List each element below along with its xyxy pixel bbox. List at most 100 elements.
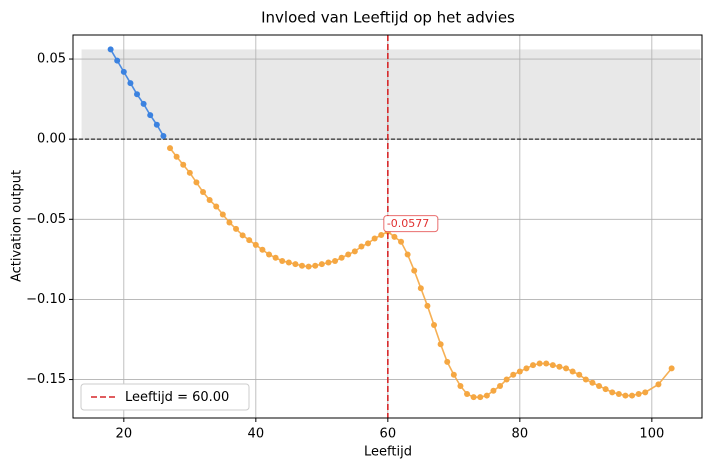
point: [153, 121, 160, 128]
x-axis-label: Leeftijd: [364, 445, 412, 460]
point: [642, 389, 649, 396]
point: [510, 371, 517, 378]
x-tick-label: 40: [248, 427, 265, 442]
point: [371, 235, 378, 242]
point: [378, 231, 385, 238]
point: [457, 382, 464, 389]
point: [239, 232, 246, 239]
point: [556, 363, 563, 370]
point: [477, 394, 484, 401]
point: [530, 362, 537, 369]
y-tick-label: −0.15: [26, 372, 66, 387]
point: [450, 371, 457, 378]
point: [629, 392, 636, 399]
point: [147, 112, 154, 119]
x-tick-label: 100: [639, 427, 664, 442]
point: [391, 233, 398, 240]
point: [173, 153, 180, 160]
point: [596, 382, 603, 389]
point: [285, 259, 292, 266]
point: [563, 365, 570, 372]
point: [358, 243, 365, 250]
point: [279, 257, 286, 264]
x-tick-label: 60: [380, 427, 397, 442]
point: [252, 241, 259, 248]
point: [167, 145, 174, 152]
point: [609, 389, 616, 396]
point: [655, 381, 662, 388]
point: [200, 189, 207, 196]
point: [305, 263, 312, 270]
point: [266, 251, 273, 258]
point: [444, 358, 451, 365]
legend-label: Leeftijd = 60.00: [125, 390, 229, 405]
x-tick-label: 20: [116, 427, 133, 442]
point: [193, 179, 200, 186]
point: [622, 392, 629, 399]
point: [582, 376, 589, 383]
point: [213, 203, 220, 210]
point: [483, 392, 490, 399]
point: [497, 382, 504, 389]
point: [536, 360, 543, 367]
point: [219, 211, 226, 218]
point: [206, 197, 213, 204]
plot-area: [73, 35, 702, 418]
point: [180, 161, 187, 168]
point: [292, 261, 299, 268]
point: [332, 257, 339, 264]
point: [576, 371, 583, 378]
point: [312, 262, 319, 269]
point: [127, 80, 134, 87]
point: [272, 254, 279, 261]
point: [543, 360, 550, 367]
shade-region: [81, 49, 701, 140]
point: [351, 248, 358, 255]
point: [365, 240, 372, 247]
point: [325, 259, 332, 266]
annotation-box: [383, 215, 439, 233]
point: [523, 365, 530, 372]
point: [549, 362, 556, 369]
point: [246, 237, 253, 244]
point: [233, 225, 240, 232]
point: [120, 68, 127, 75]
point: [140, 100, 147, 107]
point: [417, 285, 424, 292]
point: [569, 368, 576, 375]
series-line: [169, 147, 673, 398]
y-tick-label: −0.05: [26, 212, 66, 227]
point: [668, 365, 675, 372]
point: [615, 390, 622, 397]
y-tick-label: −0.10: [26, 292, 66, 307]
x-tick-label: 80: [512, 427, 529, 442]
y-tick-label: 0.05: [37, 52, 66, 67]
point: [134, 91, 141, 98]
point: [226, 219, 233, 226]
point: [338, 254, 345, 261]
point: [186, 169, 193, 176]
point: [160, 132, 167, 139]
point: [345, 251, 352, 258]
point: [503, 376, 510, 383]
point: [635, 390, 642, 397]
point: [398, 238, 405, 245]
point: [437, 341, 444, 348]
annotation-text: -0.0577: [387, 217, 429, 230]
point: [424, 302, 431, 309]
plot-frame: [72, 34, 703, 419]
point: [107, 46, 114, 53]
point: [464, 390, 471, 397]
point: [318, 261, 325, 268]
point: [299, 262, 306, 269]
y-tick-label: 0.00: [37, 132, 66, 147]
point: [589, 379, 596, 386]
point: [404, 251, 411, 258]
chart-title: Invloed van Leeftijd op het advies: [261, 9, 515, 27]
legend-box: [80, 383, 250, 411]
point: [259, 246, 266, 253]
point: [411, 267, 418, 274]
point: [602, 386, 609, 393]
point: [470, 394, 477, 401]
